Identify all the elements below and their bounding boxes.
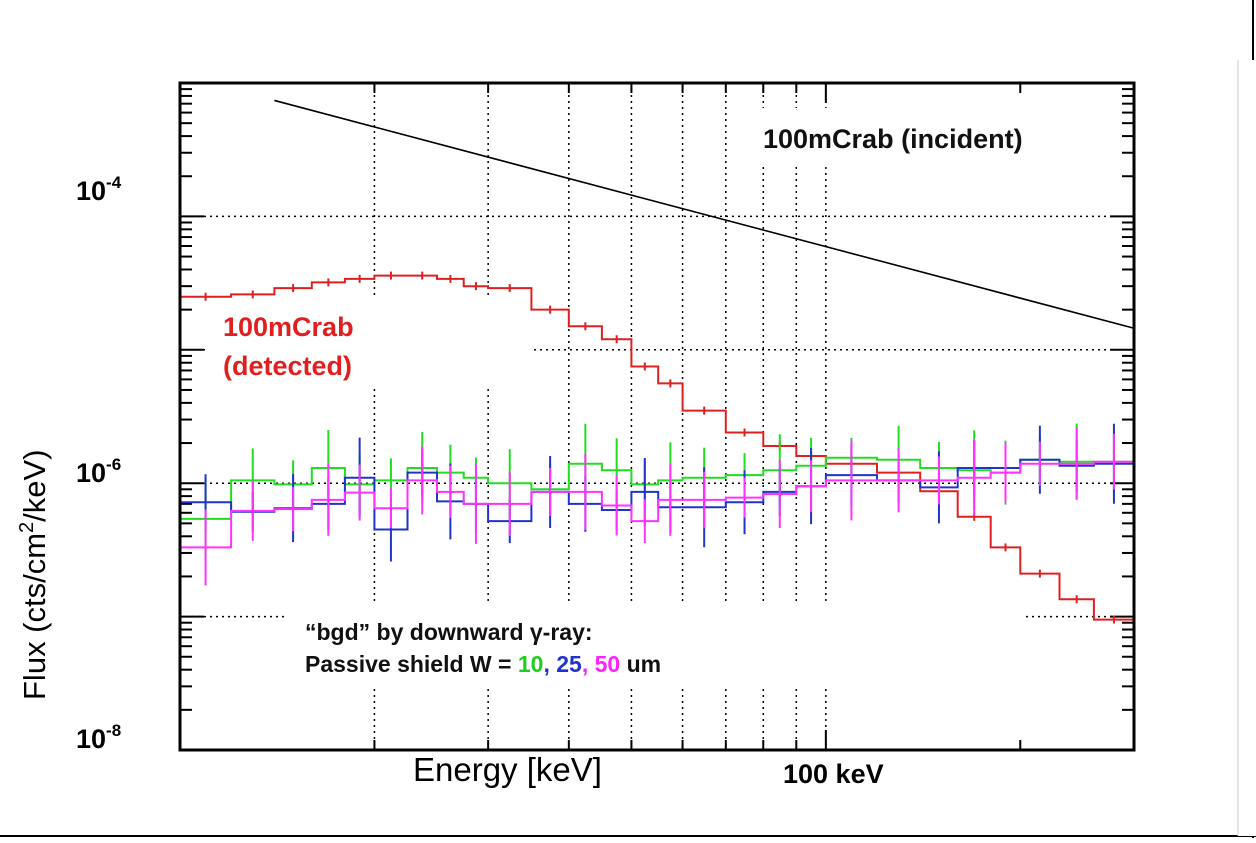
x-tick-label-100: 100 keV <box>783 759 884 789</box>
series-step-line <box>180 274 1134 621</box>
bgd-legend-value-10: 10 <box>518 651 544 677</box>
detected-label-line2: (detected) <box>223 351 352 381</box>
y-tick-label-1e-8: 10-8 <box>76 721 121 754</box>
series-5 <box>180 427 1134 586</box>
y-axis-title: Flux (cts/cm2/keV) <box>16 449 52 700</box>
y-tick-label-1e-4: 10-4 <box>76 173 122 206</box>
y-tick-label-1e-6: 10-6 <box>76 455 121 488</box>
x-axis-title: Energy [keV] <box>413 751 602 788</box>
bgd-legend-sep-1: , <box>543 651 556 677</box>
axis-ticks <box>180 83 1134 751</box>
incident-label-box <box>745 108 1103 163</box>
figure-right-band <box>1238 60 1256 836</box>
series-1 <box>274 99 1135 330</box>
bgd-legend-sep-2: , <box>582 651 595 677</box>
bgd-legend-line1: “bgd” by downward γ-ray: <box>305 619 593 645</box>
series-incident-line <box>274 99 1135 330</box>
detected-label-line1: 100mCrab <box>223 312 354 342</box>
series-step-line <box>180 460 1134 549</box>
plot-frame <box>178 81 1136 752</box>
data-series <box>180 99 1135 624</box>
detected-label-box <box>205 296 532 389</box>
bgd-legend-box <box>288 603 1023 687</box>
bgd-legend-value-25: 25 <box>556 651 582 677</box>
incident-label: 100mCrab (incident) <box>763 124 1023 154</box>
bgd-legend-value-50: 50 <box>595 651 621 677</box>
bgd-legend-line2: Passive shield W = 10, 25, 50 um <box>305 651 661 677</box>
bgd-legend-prefix: Passive shield W = <box>305 651 518 677</box>
bgd-legend-unit: um <box>620 651 661 677</box>
